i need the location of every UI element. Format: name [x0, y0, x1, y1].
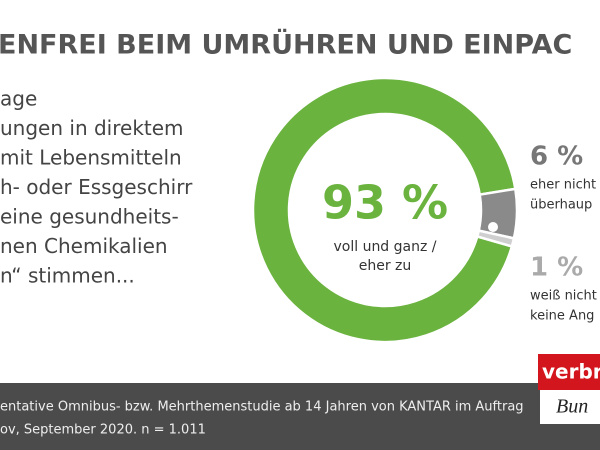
- footer-text: entative Omnibus- bzw. Mehrthemenstudie …: [0, 400, 524, 415]
- logo-bottom: [540, 390, 600, 424]
- footer-text: ov, September 2020. n = 1.011: [0, 423, 206, 438]
- logo-top: [538, 354, 600, 390]
- question-line: n“ stimmen...: [0, 264, 135, 288]
- value-label: 1 %: [530, 253, 583, 283]
- category-label: voll und ganz /: [333, 239, 436, 255]
- donut-segment: [475, 229, 516, 248]
- question-line: eine gesundheits-: [0, 205, 179, 229]
- question-line: h- oder Essgeschirr: [0, 175, 193, 199]
- donut-segment: [251, 76, 517, 344]
- category-label: eher nicht: [530, 178, 596, 193]
- question-line: mit Lebensmitteln: [0, 146, 182, 170]
- category-label: eher zu: [359, 258, 412, 274]
- value-label: 93 %: [322, 176, 448, 230]
- footer-band: [0, 383, 600, 450]
- question-line: age: [0, 87, 37, 111]
- category-label: überhaup: [530, 198, 592, 213]
- logo-text: verbra: [542, 360, 600, 384]
- category-label: keine Ang: [530, 309, 594, 324]
- marker-dot: [488, 222, 498, 232]
- title: ENFREI BEIM UMRÜHREN UND EINPAC: [0, 28, 572, 61]
- value-label: 6 %: [530, 142, 583, 172]
- question-line: ungen in direktem: [0, 116, 184, 140]
- category-label: weiß nicht: [530, 289, 597, 304]
- question-line: nen Chemikalien: [0, 234, 168, 258]
- logo-text: Bun: [556, 396, 588, 418]
